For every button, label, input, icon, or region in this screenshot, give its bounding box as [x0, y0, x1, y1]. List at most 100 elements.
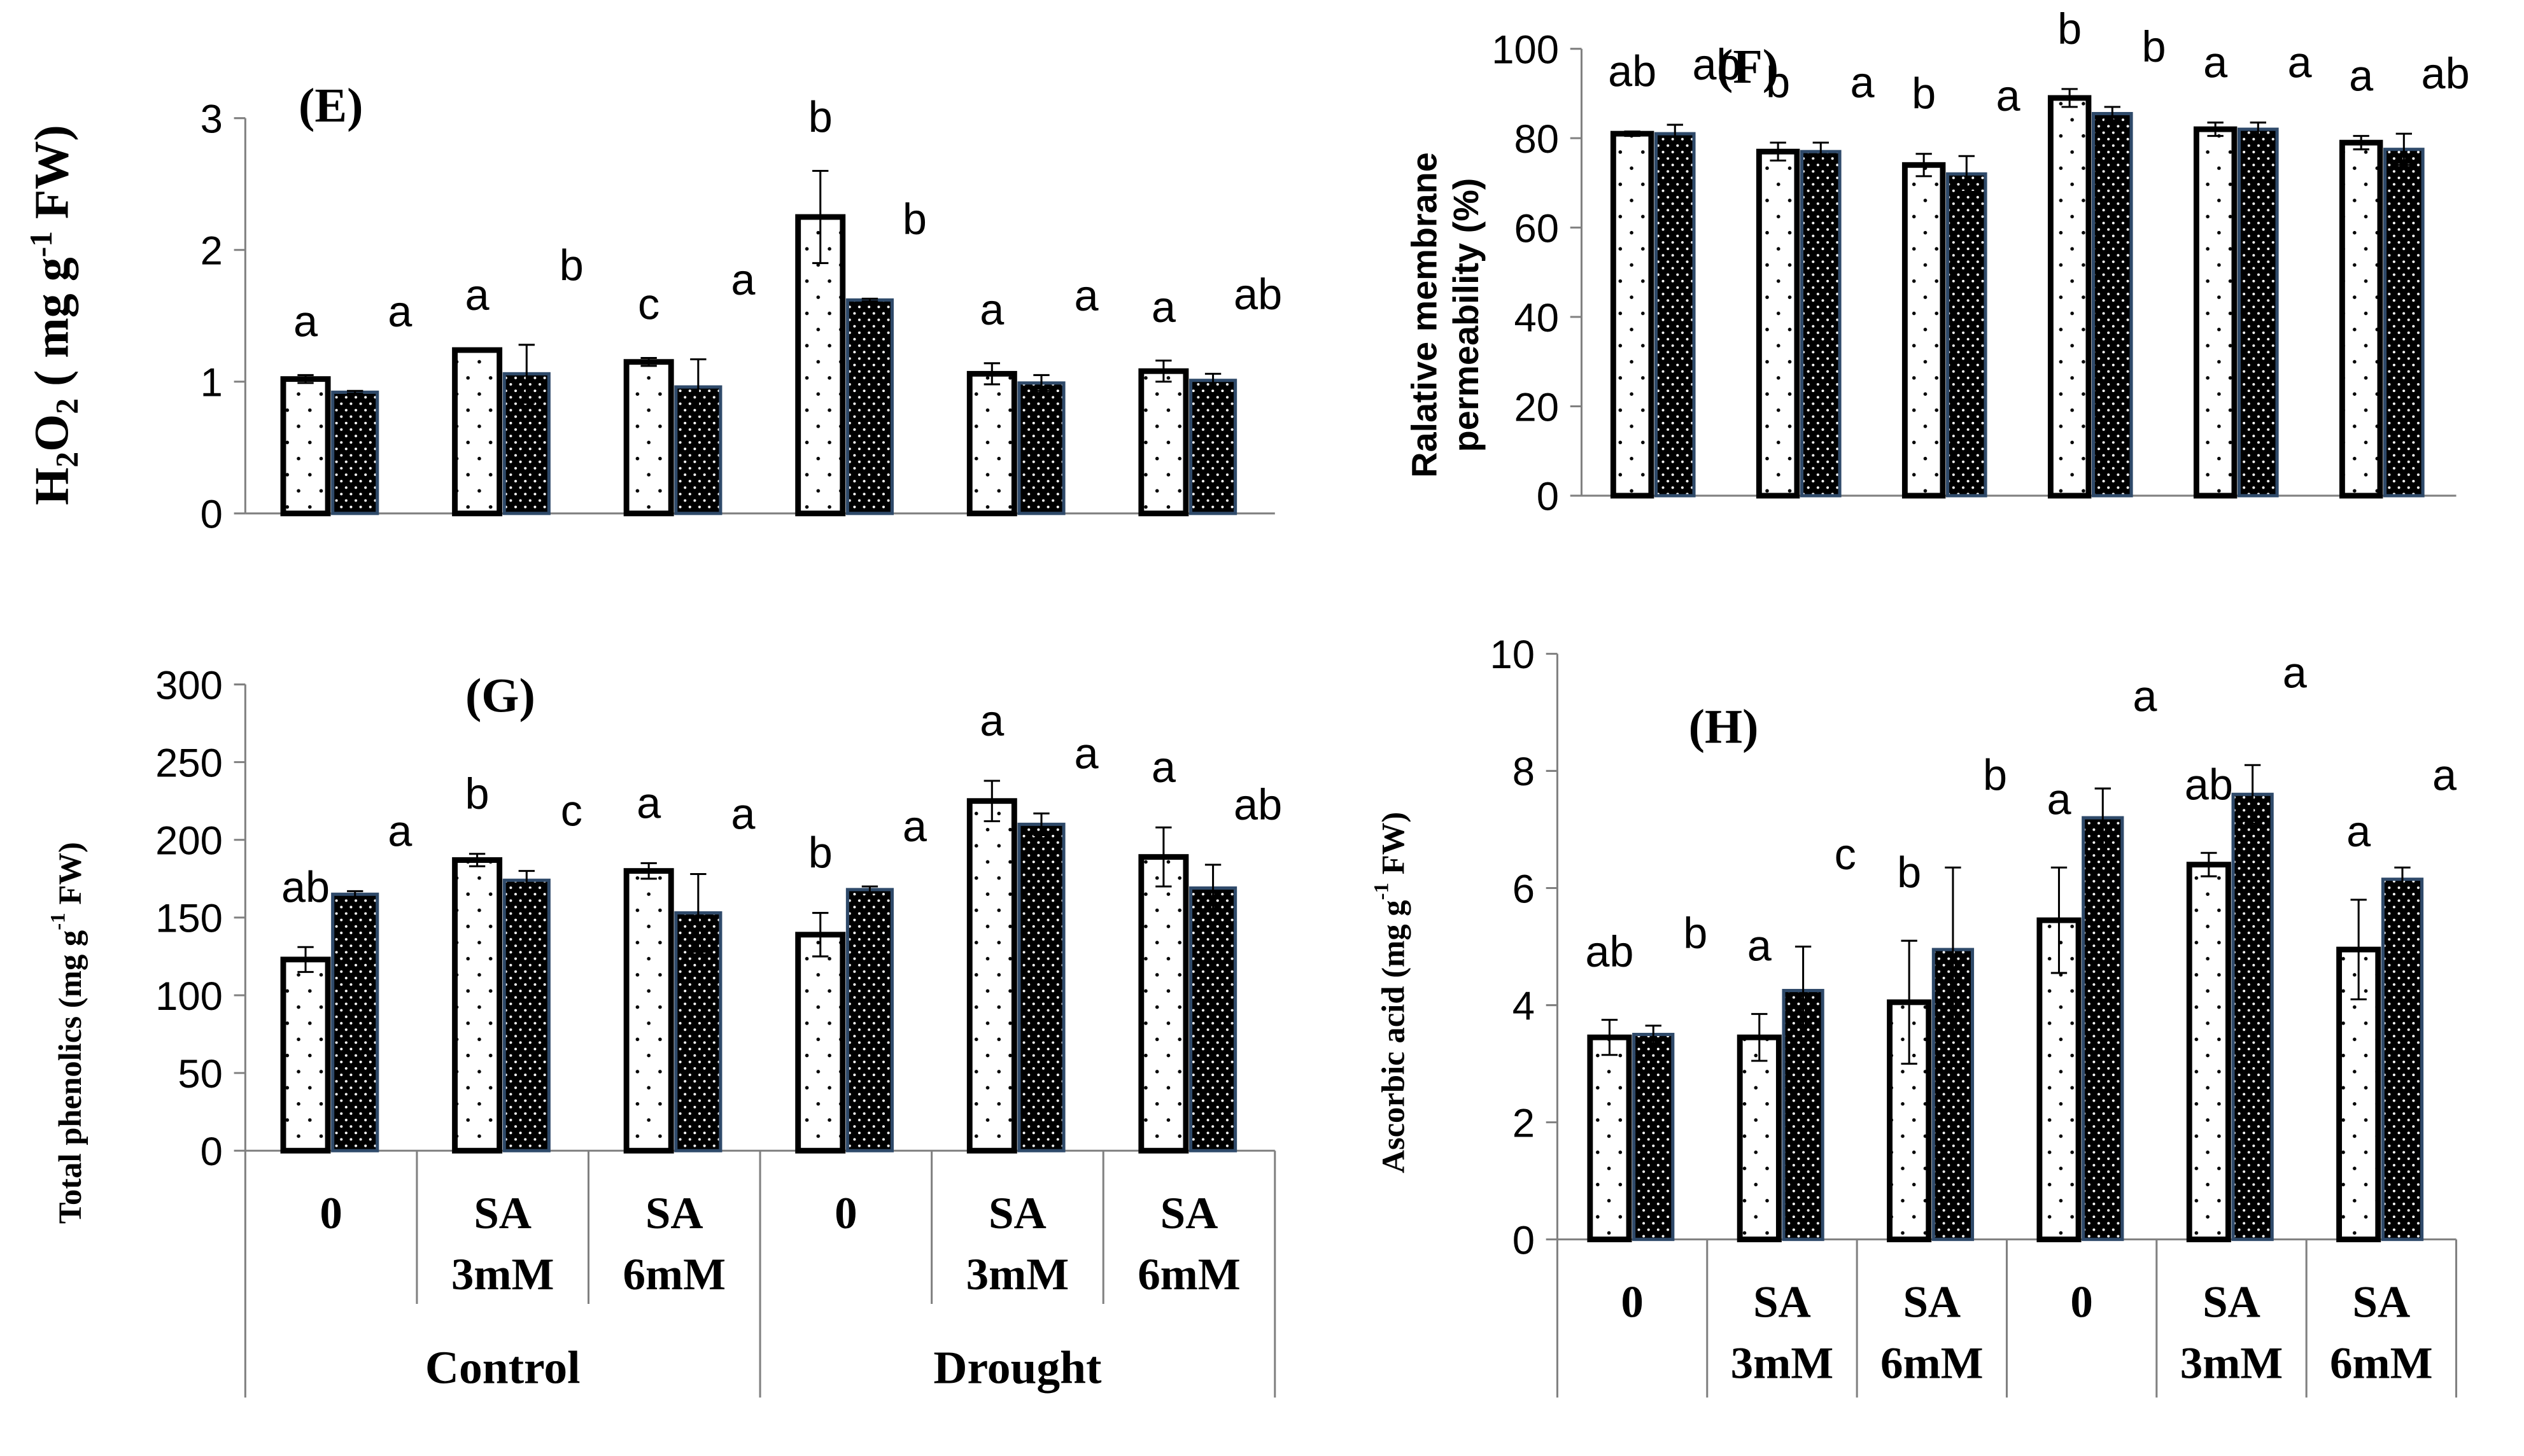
bar-f-s2-c2 — [1800, 150, 1842, 498]
significance-label: ab — [2422, 49, 2470, 98]
bar-h-s1-c5 — [2186, 862, 2231, 1243]
significance-label: a — [903, 802, 927, 851]
group-label-control: Control — [425, 1341, 581, 1393]
y-axis-label-line: Ralative membrane — [1404, 152, 1444, 477]
significance-label: a — [731, 790, 756, 839]
significance-label: ab — [1234, 780, 1282, 829]
y-tick-label: 10 — [1490, 633, 1534, 677]
bar-e-s1-c1 — [280, 376, 331, 517]
y-axis-label-text: H2O2 ( mg g-1 FW) — [24, 125, 85, 505]
y-axis-label-part: -1 — [24, 231, 59, 257]
significance-label: a — [637, 778, 661, 827]
category-label: 3mM — [966, 1250, 1069, 1299]
y-axis-label: Ralative membrane permeability (%) — [1404, 152, 1486, 477]
significance-label: a — [293, 297, 318, 346]
significance-label: a — [1851, 58, 1875, 107]
significance-label: b — [1983, 751, 2007, 800]
y-axis-label-part: -1 — [1370, 883, 1393, 900]
bar-e-s1-c3 — [623, 359, 674, 517]
significance-label: a — [1075, 271, 1099, 320]
significance-label: a — [2288, 38, 2313, 87]
bar-g-s1-c4 — [795, 932, 846, 1154]
bar-g-s1-c1 — [280, 956, 331, 1154]
significance-label: a — [980, 285, 1005, 334]
significance-label: a — [388, 287, 412, 336]
significance-label: ab — [1234, 270, 1282, 319]
category-label: SA — [1753, 1277, 1811, 1327]
significance-label: a — [1152, 743, 1176, 792]
bar-f-s2-c6 — [2383, 148, 2425, 498]
category-label: 3mM — [2180, 1339, 2283, 1389]
y-tick-label: 0 — [1537, 475, 1559, 519]
bar-h-s2-c6 — [2381, 878, 2424, 1242]
category-label: SA — [989, 1189, 1047, 1238]
significance-label: b — [2057, 4, 2082, 53]
y-axis-label-part: FW) — [25, 125, 78, 231]
significance-label: c — [638, 280, 659, 329]
y-tick-label: 250 — [155, 741, 223, 785]
category-label: 0 — [320, 1189, 342, 1238]
y-axis-label-part: ( mg g — [25, 257, 78, 398]
y-tick-label: 2 — [1512, 1101, 1535, 1145]
significance-label: a — [731, 255, 756, 304]
y-tick-label: 4 — [1512, 984, 1535, 1028]
significance-label: a — [2349, 52, 2374, 101]
bar-e-s1-c5 — [966, 370, 1017, 517]
y-tick-label: 0 — [201, 493, 223, 537]
y-tick-label: 100 — [155, 974, 223, 1019]
bar-g-s2-c4 — [845, 888, 894, 1152]
y-tick-label: 0 — [201, 1130, 223, 1174]
bar-g-s1-c5 — [966, 798, 1017, 1154]
significance-label: ab — [2185, 760, 2233, 809]
category-label: 0 — [2070, 1277, 2092, 1327]
bar-e-s1-c4 — [795, 214, 846, 517]
y-axis-label-part: 2 — [50, 452, 85, 468]
y-axis-label-part: FW) — [1376, 812, 1411, 883]
category-label: SA — [2352, 1277, 2410, 1327]
significance-label: ab — [1585, 927, 1633, 976]
category-label: 6mM — [623, 1250, 726, 1299]
y-tick-label: 20 — [1514, 385, 1558, 430]
y-tick-label: 1 — [201, 361, 223, 405]
category-label: 6mM — [1880, 1339, 1984, 1389]
significance-label: a — [1075, 729, 1099, 778]
category-label: SA — [1160, 1189, 1218, 1238]
bar-f-s2-c3 — [1945, 172, 1987, 498]
bar-g-s1-c6 — [1138, 854, 1189, 1154]
category-label: 6mM — [2330, 1339, 2433, 1389]
bar-e-s1-c2 — [452, 347, 503, 517]
significance-label: a — [1996, 71, 2021, 120]
bar-f-s2-c5 — [2238, 127, 2279, 498]
y-axis-label-part: -1 — [46, 913, 69, 930]
significance-label: c — [561, 787, 582, 836]
y-tick-label: 80 — [1514, 117, 1558, 162]
significance-label: ab — [1692, 40, 1740, 89]
significance-label: b — [2142, 22, 2166, 71]
significance-label: b — [808, 829, 833, 878]
y-axis-label: Ascorbic acid (mg g-1 FW) — [1370, 812, 1411, 1173]
bar-f-s1-c2 — [1756, 148, 1800, 499]
significance-label: b — [1766, 58, 1790, 107]
significance-label: a — [1747, 921, 1772, 970]
bar-f-s2-c1 — [1654, 132, 1696, 498]
y-axis-label: H2O2 ( mg g-1 FW) — [24, 125, 85, 505]
y-axis-label-text: Ascorbic acid (mg g-1 FW) — [1370, 812, 1411, 1173]
chart-title: (E) — [299, 79, 363, 132]
y-tick-label: 2 — [201, 229, 223, 274]
category-label: 0 — [1621, 1277, 1643, 1327]
category-label: 3mM — [1731, 1339, 1834, 1389]
y-axis-label-part: 2 — [50, 398, 85, 414]
category-label: SA — [474, 1189, 532, 1238]
bar-e-s2-c1 — [331, 390, 379, 515]
bar-h-s2-c1 — [1632, 1033, 1675, 1242]
category-label: SA — [1903, 1277, 1961, 1327]
bar-f-s2-c4 — [2091, 111, 2133, 498]
y-tick-label: 60 — [1514, 206, 1558, 251]
bar-h-s1-c2 — [1737, 1034, 1782, 1243]
y-axis-label-part: Ascorbic acid (mg g — [1376, 900, 1411, 1173]
category-label: SA — [2203, 1277, 2260, 1327]
significance-label: a — [2203, 38, 2228, 87]
